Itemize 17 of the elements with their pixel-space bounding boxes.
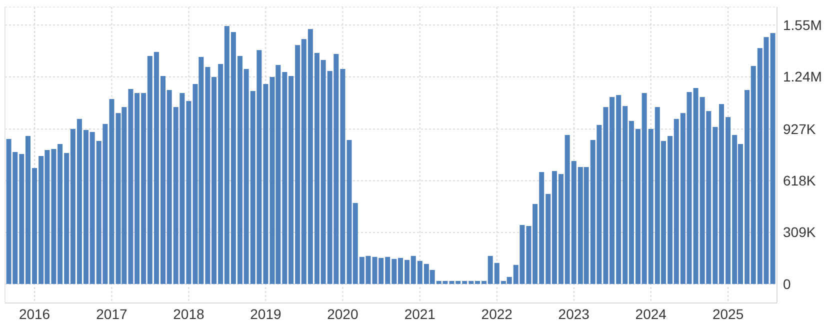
x-tick-label: 2016 [18, 306, 50, 322]
bar [770, 33, 776, 284]
y-tick-label: 1.55M [783, 16, 822, 33]
x-tick-label: 2019 [250, 306, 282, 322]
x-tick-label: 2018 [173, 306, 204, 322]
y-tick-label: 1.24M [783, 68, 822, 85]
x-tick-label: 2021 [404, 306, 436, 322]
x-tick-label: 2024 [635, 306, 667, 322]
y-tick-label: 927K [783, 121, 816, 138]
x-tick-label: 2020 [327, 306, 358, 322]
x-tick-label: 2025 [712, 306, 744, 322]
y-tick-label: 0 [783, 276, 791, 292]
y-tick-label: 618K [783, 172, 816, 189]
x-tick-label: 2017 [96, 306, 128, 322]
x-tick-label: 2022 [481, 306, 513, 322]
x-tick-label: 2023 [558, 306, 590, 322]
y-tick-label: 309K [783, 224, 816, 240]
